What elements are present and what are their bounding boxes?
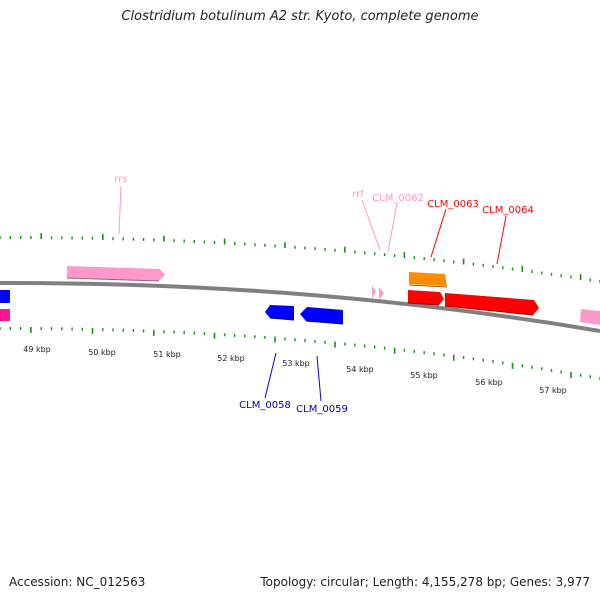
feature-right-edge-pink[interactable] (580, 309, 600, 325)
leader-clm-0058 (264, 352, 277, 399)
scale-label-52-kbp: 52 kbp (217, 354, 245, 363)
scale-label-56-kbp: 56 kbp (475, 378, 503, 387)
scale-label-49-kbp: 49 kbp (23, 345, 51, 354)
label-clm-0064[interactable]: CLM_0064 (482, 205, 534, 216)
leader-clm-0059 (316, 355, 322, 402)
scale-label-57-kbp: 57 kbp (539, 386, 567, 395)
leader-clm-0063 (430, 208, 447, 258)
leader-rrf (361, 199, 381, 251)
scale-label-55-kbp: 55 kbp (410, 371, 438, 380)
inner-tick-marks (0, 327, 600, 380)
feature-clm-0063-orange[interactable] (409, 272, 447, 286)
outer-tick-marks (0, 233, 600, 283)
leader-clm-0064 (496, 215, 507, 265)
leader-clm-0062 (387, 202, 398, 253)
leader-rrs (118, 185, 122, 235)
scale-label-53-kbp: 53 kbp (282, 359, 310, 368)
label-rrf[interactable]: rrf (352, 189, 364, 200)
map-title: Clostridium botulinum A2 str. Kyoto, com… (121, 9, 479, 24)
scale-label-50-kbp: 50 kbp (88, 348, 116, 357)
feature-rrs[interactable] (67, 266, 165, 281)
scale-label-51-kbp: 51 kbp (153, 350, 181, 359)
feature-clm-0063[interactable] (408, 290, 444, 305)
feature-clm-0058[interactable] (265, 305, 294, 320)
label-clm-0062[interactable]: CLM_0062 (372, 193, 424, 204)
label-rrs[interactable]: rrs (114, 174, 127, 185)
feature-clm-0062[interactable] (379, 287, 384, 300)
feature-clm-0064[interactable] (445, 293, 539, 315)
feature-left-edge-magenta[interactable] (0, 309, 10, 321)
scale-label-54-kbp: 54 kbp (346, 365, 374, 374)
genome-backbone (0, 280, 600, 333)
feature-rrf[interactable] (372, 286, 376, 299)
feature-clm-0059[interactable] (300, 307, 343, 324)
genome-summary-text: Topology: circular; Length: 4,155,278 bp… (260, 575, 590, 589)
label-clm-0058[interactable]: CLM_0058 (239, 400, 291, 411)
feature-left-edge-blue[interactable] (0, 290, 10, 303)
label-clm-0063[interactable]: CLM_0063 (427, 199, 479, 210)
label-clm-0059[interactable]: CLM_0059 (296, 404, 348, 415)
accession-text: Accession: NC_012563 (9, 575, 146, 589)
